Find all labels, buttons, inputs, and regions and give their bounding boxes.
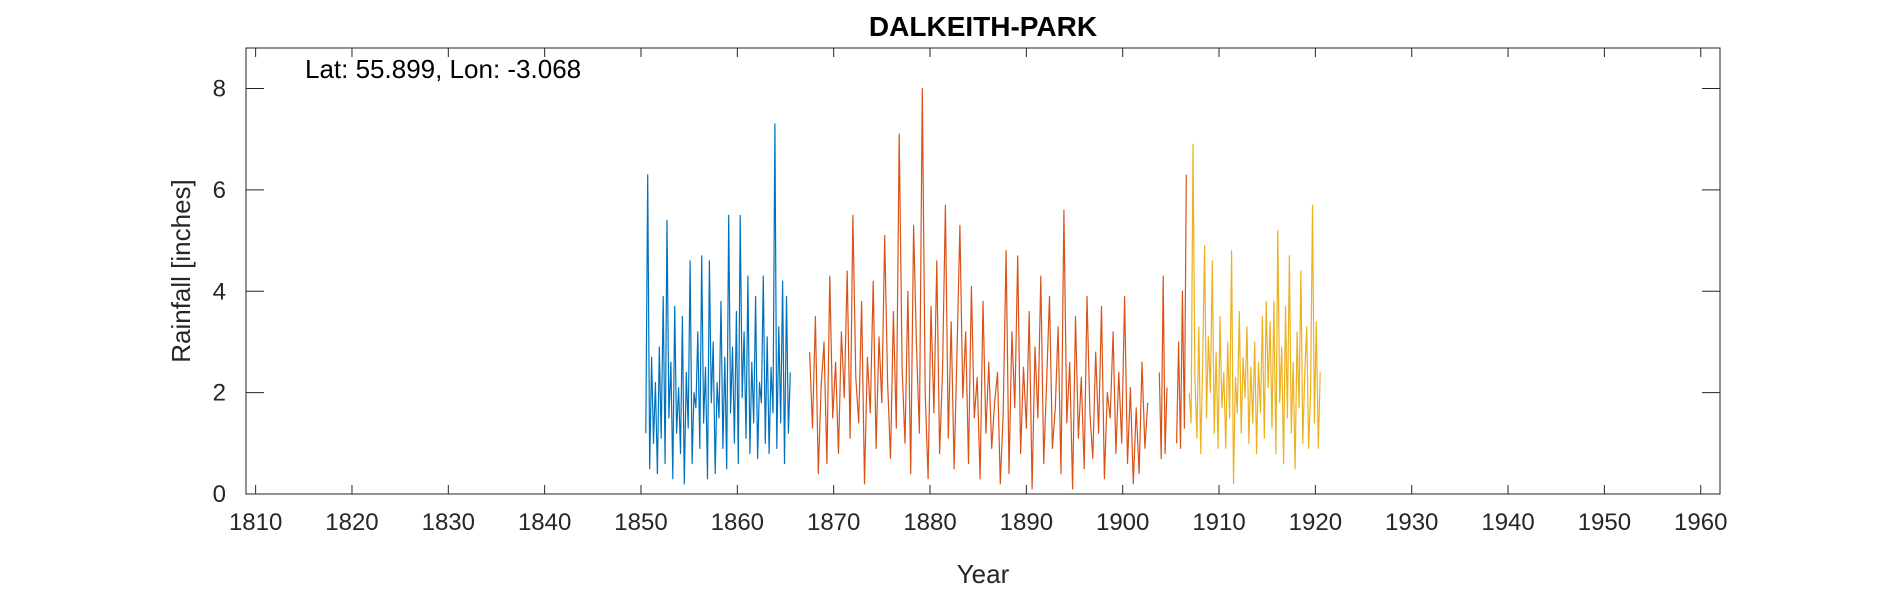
- y-axis-title: Rainfall [inches]: [166, 179, 196, 363]
- x-tick-label: 1870: [807, 509, 860, 536]
- x-tick-label: 1840: [518, 509, 571, 536]
- series-4-line: [1188, 143, 1321, 485]
- x-tick-label: 1860: [711, 509, 764, 536]
- x-tick-label: 1820: [325, 509, 378, 536]
- x-tick-label: 1950: [1578, 509, 1631, 536]
- plot-area: [245, 47, 1721, 495]
- series-0-line: [645, 123, 791, 485]
- x-tick-label: 1890: [1000, 509, 1053, 536]
- series-3-line: [1176, 174, 1187, 449]
- series-1-line: [809, 87, 1149, 490]
- x-tick-label: 1940: [1481, 509, 1534, 536]
- x-axis-title: Year: [957, 559, 1010, 589]
- x-tick-label: 1900: [1096, 509, 1149, 536]
- y-tick-label: 4: [213, 278, 226, 305]
- x-tick-label: 1910: [1192, 509, 1245, 536]
- y-tick-label: 2: [213, 380, 226, 407]
- y-tick-label: 6: [213, 177, 226, 204]
- x-tick-label: 1830: [422, 509, 475, 536]
- x-tick-label: 1810: [229, 509, 282, 536]
- series-2-line: [1158, 275, 1168, 460]
- ticks-layer: 1810 1820 1830 1840 1850 1860 1870 1880 1890 1900…: [213, 48, 1727, 536]
- x-tick-label: 1920: [1289, 509, 1342, 536]
- location-annotation: Lat: 55.899, Lon: -3.068: [305, 54, 581, 84]
- series-layer: [645, 87, 1321, 490]
- x-tick-label: 1930: [1385, 509, 1438, 536]
- chart-title: DALKEITH-PARK: [869, 11, 1097, 42]
- x-tick-label: 1960: [1674, 509, 1727, 536]
- x-tick-label: 1850: [614, 509, 667, 536]
- x-tick-label: 1880: [903, 509, 956, 536]
- y-tick-label: 8: [213, 76, 226, 103]
- y-tick-label: 0: [213, 481, 226, 508]
